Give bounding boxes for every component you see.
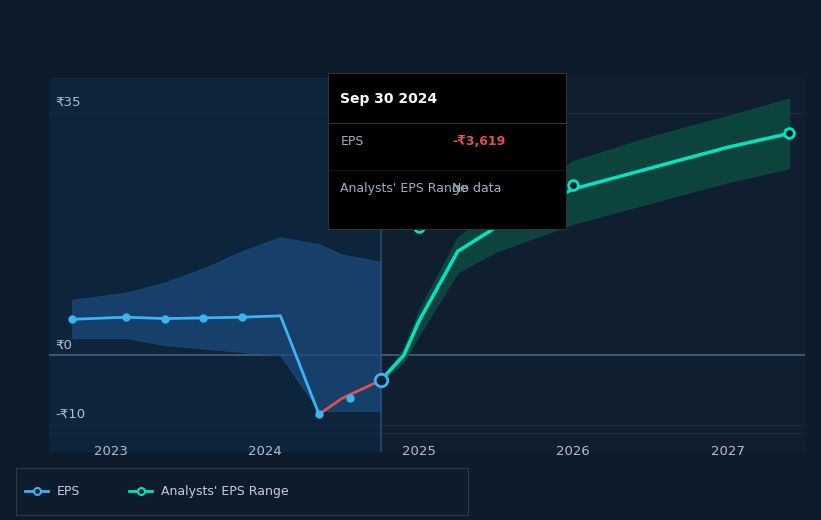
Text: No data: No data [452, 182, 502, 195]
Text: ₹0: ₹0 [56, 339, 72, 352]
Text: Sep 30 2024: Sep 30 2024 [341, 92, 438, 106]
Text: Analysts' EPS Range: Analysts' EPS Range [161, 485, 288, 498]
Text: 2023: 2023 [94, 446, 128, 459]
Text: EPS: EPS [341, 135, 364, 148]
Text: Analysts' EPS Range: Analysts' EPS Range [341, 182, 468, 195]
Text: 2025: 2025 [402, 446, 436, 459]
Bar [49, 78, 381, 452]
Text: ₹35: ₹35 [56, 96, 81, 109]
Text: Actual: Actual [333, 172, 373, 185]
Text: -₹10: -₹10 [56, 408, 85, 421]
Text: 2026: 2026 [557, 446, 590, 459]
Text: EPS: EPS [57, 485, 80, 498]
Text: -₹3,619: -₹3,619 [452, 135, 506, 148]
Text: Analysts Forecasts: Analysts Forecasts [388, 172, 505, 185]
Text: 2027: 2027 [710, 446, 745, 459]
Text: 2024: 2024 [248, 446, 282, 459]
